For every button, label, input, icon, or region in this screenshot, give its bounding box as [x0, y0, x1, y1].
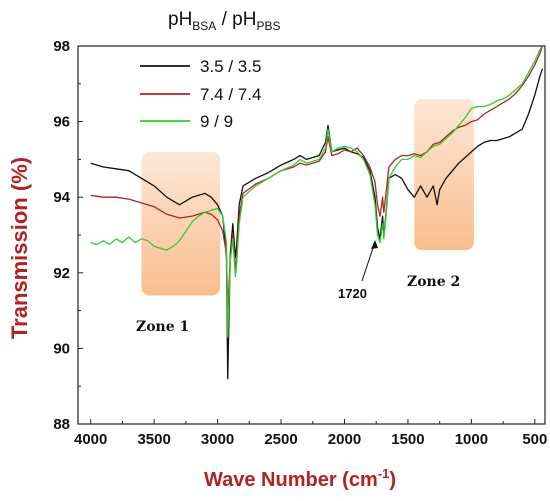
series-line-3: [90, 45, 544, 338]
annotation-arrowhead: [371, 240, 378, 249]
x-axis-label-close: ): [389, 469, 396, 491]
legend-title-sub-bsa: BSA: [192, 19, 216, 33]
legend-title-sep: /: [216, 9, 232, 30]
x-axis-label-main: Wave Number (cm: [204, 469, 378, 491]
peak-annotation: 1720: [338, 240, 378, 301]
x-tick-label: 2500: [264, 431, 297, 448]
y-tick-label: 96: [53, 114, 70, 131]
x-tick-label: 1500: [391, 431, 424, 448]
x-tick-label: 3000: [201, 431, 234, 448]
y-tick-label: 90: [53, 340, 70, 357]
zone-1-box: [141, 151, 221, 296]
zone-1-label: Zone 1: [136, 319, 189, 335]
y-tick-label: 94: [53, 189, 70, 206]
x-tick-label: 500: [522, 431, 547, 448]
legend-title-ph-bsa: pH: [168, 9, 192, 30]
zone-2-box: [414, 98, 474, 251]
x-axis-label-sup: -1: [378, 466, 390, 481]
legend-title: pHBSA / pHPBS: [168, 9, 280, 33]
x-tick-label: 2000: [328, 431, 361, 448]
annotation-1720: 1720: [338, 286, 367, 301]
legend-label-2: 7.4 / 7.4: [200, 85, 261, 104]
x-axis-label: Wave Number (cm-1): [204, 466, 396, 491]
legend-entry-3: 9 / 9: [140, 112, 233, 131]
y-tick-label: 88: [53, 416, 70, 433]
x-tick-label: 3500: [137, 431, 170, 448]
legend-title-ph-pbs: pH: [232, 9, 256, 30]
y-axis-label: Transmission (%): [7, 157, 32, 339]
legend-title-sub-pbs: PBS: [256, 19, 280, 33]
y-tick-label: 98: [53, 38, 70, 55]
legend: 3.5 / 3.5 7.4 / 7.4 9 / 9: [140, 57, 261, 131]
series-layer: [90, 45, 544, 380]
legend-entry-1: 3.5 / 3.5: [140, 57, 261, 76]
legend-label-3: 9 / 9: [200, 112, 233, 131]
legend-label-1: 3.5 / 3.5: [200, 57, 261, 76]
x-tick-label: 1000: [455, 431, 488, 448]
y-tick-label: 92: [53, 265, 70, 282]
zones-layer: [141, 98, 474, 296]
legend-entry-2: 7.4 / 7.4: [140, 85, 261, 104]
series-line-2: [90, 45, 544, 312]
zone-2-label: Zone 2: [407, 274, 460, 290]
x-tick-label: 4000: [74, 431, 107, 448]
ticks-layer: 4000 3500 3000 2500 2000 1500 1000 500 88 90 92 94 9…: [53, 38, 547, 448]
